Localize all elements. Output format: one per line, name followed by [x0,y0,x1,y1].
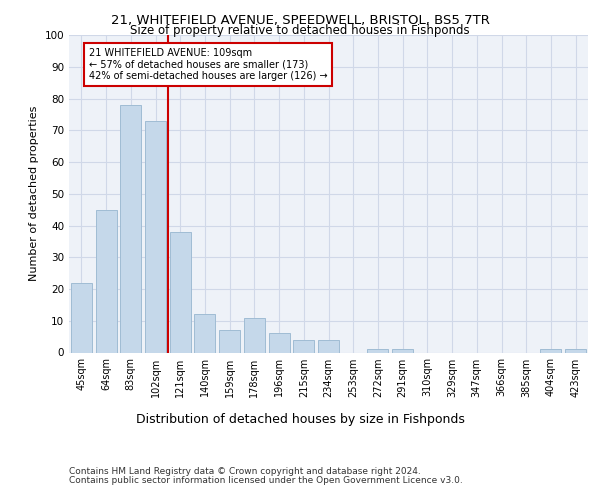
Y-axis label: Number of detached properties: Number of detached properties [29,106,39,282]
Bar [565,350,586,352]
Text: Contains HM Land Registry data © Crown copyright and database right 2024.: Contains HM Land Registry data © Crown c… [69,468,421,476]
Text: 21, WHITEFIELD AVENUE, SPEEDWELL, BRISTOL, BS5 7TR: 21, WHITEFIELD AVENUE, SPEEDWELL, BRISTO… [110,14,490,27]
Bar [95,210,116,352]
Text: Size of property relative to detached houses in Fishponds: Size of property relative to detached ho… [130,24,470,37]
Bar [367,350,388,352]
Bar [541,350,562,352]
Bar [269,334,290,352]
Bar [170,232,191,352]
Bar [120,105,141,352]
Bar [71,282,92,352]
Bar [392,350,413,352]
Bar [293,340,314,352]
Bar [194,314,215,352]
Text: Contains public sector information licensed under the Open Government Licence v3: Contains public sector information licen… [69,476,463,485]
Text: 21 WHITEFIELD AVENUE: 109sqm
← 57% of detached houses are smaller (173)
42% of s: 21 WHITEFIELD AVENUE: 109sqm ← 57% of de… [89,48,328,81]
Bar [244,318,265,352]
Text: Distribution of detached houses by size in Fishponds: Distribution of detached houses by size … [136,412,464,426]
Bar [145,120,166,352]
Bar [219,330,240,352]
Bar [318,340,339,352]
